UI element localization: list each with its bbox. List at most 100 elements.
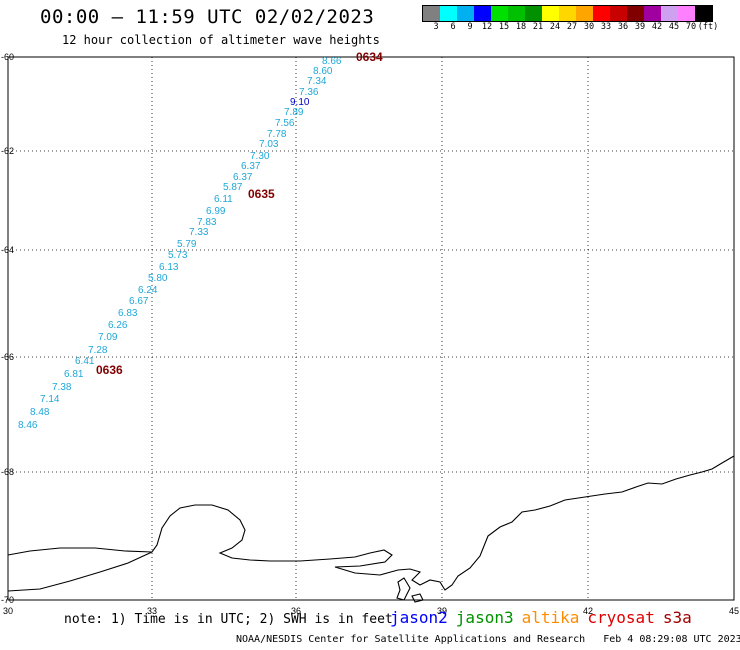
wave-height-value: 7.33: [189, 227, 209, 238]
wave-height-value: 9.10: [290, 97, 310, 108]
latitude-label: -68: [1, 467, 14, 477]
legend-label: 42: [651, 22, 663, 32]
legend-label: 70: [685, 22, 697, 32]
pass-labels: 0634 0635 0636: [96, 50, 383, 377]
coast-inlet: [396, 577, 411, 601]
legend-label: 45: [668, 22, 680, 32]
legend-label: 6: [450, 22, 456, 32]
latitude-label: -70: [1, 595, 14, 605]
wave-height-value: 6.37: [233, 172, 253, 183]
legend-label: 33: [600, 22, 612, 32]
wave-height-value: 6.99: [206, 206, 226, 217]
legend-swatch: [457, 6, 474, 21]
wave-height-labels: 8.668.607.347.369.107.897.567.787.037.30…: [18, 56, 342, 431]
credit-text: NOAA/NESDIS Center for Satellite Applica…: [236, 634, 586, 645]
legend-label: 27: [566, 22, 578, 32]
credit-line: NOAA/NESDIS Center for Satellite Applica…: [236, 634, 740, 645]
legend-swatch: [610, 6, 627, 21]
wave-height-value: 8.66: [322, 56, 342, 67]
coast-lower-west: [7, 551, 153, 592]
generated-timestamp: Feb 4 08:29:08 UTC 2023: [603, 634, 740, 645]
legend-swatch: [525, 6, 542, 21]
legend-swatch: [491, 6, 508, 21]
wave-height-value: 5.80: [148, 273, 168, 284]
latitude-label: -66: [1, 352, 14, 362]
wave-height-value: 7.14: [40, 394, 60, 405]
legend-swatch: [508, 6, 525, 21]
longitude-label: 30: [3, 606, 13, 616]
longitude-label: 42: [583, 606, 593, 616]
longitude-label: 45: [729, 606, 739, 616]
pass-id-label: 0635: [248, 187, 275, 201]
longitude-label: 33: [147, 606, 157, 616]
wave-height-value: 7.30: [250, 151, 270, 162]
wave-height-value: 6.11: [214, 194, 233, 205]
units-note: note: 1) Time is in UTC; 2) SWH is in fe…: [64, 612, 393, 627]
color-scale-legend: [422, 5, 713, 22]
wave-height-value: 7.03: [259, 139, 279, 150]
legend-swatch: [423, 6, 440, 21]
pass-id-label: 0634: [356, 50, 383, 64]
wave-height-value: 6.83: [118, 308, 138, 319]
wave-height-value: 8.60: [313, 66, 333, 77]
legend-swatch: [559, 6, 576, 21]
satellite-legend: jason2 jason3 altika cryosat s3a: [390, 608, 700, 627]
legend-label: 3: [433, 22, 439, 32]
wave-height-value: 8.48: [30, 407, 50, 418]
wave-height-value: 6.41: [75, 356, 95, 367]
legend-swatch: [474, 6, 491, 21]
legend-swatch: [644, 6, 661, 21]
map-subtitle: 12 hour collection of altimeter wave hei…: [62, 33, 380, 47]
longitude-label: 36: [291, 606, 301, 616]
satellite-name: altika: [521, 608, 580, 627]
satellite-name: jason3: [455, 608, 514, 627]
latitude-label: -60: [1, 52, 14, 62]
legend-label: 36: [617, 22, 629, 32]
wave-height-value: 7.34: [307, 76, 327, 87]
legend-swatch: [627, 6, 644, 21]
legend-label: 12: [481, 22, 493, 32]
latitude-label: -62: [1, 146, 14, 156]
legend-swatch: [661, 6, 678, 21]
legend-label: 21: [532, 22, 544, 32]
wave-height-value: 6.67: [129, 296, 149, 307]
legend-label: 9: [467, 22, 473, 32]
wave-height-value: 5.79: [177, 239, 197, 250]
wave-height-value: 7.09: [98, 332, 118, 343]
legend-swatch: [593, 6, 610, 21]
wave-height-value: 8.46: [18, 420, 38, 431]
pass-id-label: 0636: [96, 363, 123, 377]
wave-height-value: 7.28: [88, 345, 108, 356]
wave-height-value: 6.81: [64, 369, 84, 380]
latitude-label: -64: [1, 245, 14, 255]
wave-height-value: 7.36: [299, 87, 319, 98]
legend-label: 18: [515, 22, 527, 32]
coast-islet: [411, 593, 424, 603]
wave-height-value: 7.83: [197, 217, 217, 228]
satellite-name: s3a: [662, 608, 692, 627]
wave-height-value: 5.87: [223, 182, 243, 193]
wave-height-value: 6.13: [159, 262, 179, 273]
longitude-label: 39: [437, 606, 447, 616]
wave-height-value: 6.26: [108, 320, 128, 331]
legend-swatch: [678, 6, 695, 21]
legend-label: 24: [549, 22, 561, 32]
map-title: 00:00 – 11:59 UTC 02/02/2023: [40, 6, 375, 28]
lat-lon-grid: [7, 56, 735, 601]
wave-height-value: 7.89: [284, 107, 304, 118]
wave-height-value: 6.24: [138, 285, 158, 296]
satellite-name: jason2: [390, 608, 448, 627]
legend-swatch: [576, 6, 593, 21]
legend-label: 39: [634, 22, 646, 32]
antarctic-coastline: [7, 455, 735, 591]
legend-swatch: [695, 6, 712, 21]
wave-height-value: 7.38: [52, 382, 72, 393]
map-frame: [7, 56, 735, 601]
legend-label: 30: [583, 22, 595, 32]
wave-height-value: 6.37: [241, 161, 261, 172]
wave-height-value: 5.73: [168, 250, 188, 261]
legend-swatch: [440, 6, 457, 21]
wave-height-value: 7.56: [275, 118, 295, 129]
